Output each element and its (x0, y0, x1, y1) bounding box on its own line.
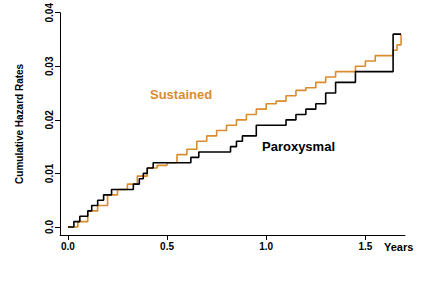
svg-text:0.02: 0.02 (44, 110, 55, 130)
svg-text:0.0: 0.0 (61, 241, 75, 252)
svg-text:1.0: 1.0 (259, 241, 273, 252)
svg-text:Paroxysmal: Paroxysmal (262, 139, 335, 154)
svg-text:0.03: 0.03 (44, 56, 55, 76)
svg-text:Years: Years (384, 241, 413, 253)
svg-text:0.04: 0.04 (44, 3, 55, 23)
svg-text:0.01: 0.01 (44, 163, 55, 183)
svg-text:1.5: 1.5 (358, 241, 372, 252)
svg-text:0.5: 0.5 (160, 241, 174, 252)
svg-text:Cumulative Hazard Rates: Cumulative Hazard Rates (14, 63, 25, 183)
svg-text:Sustained: Sustained (150, 87, 212, 102)
svg-text:0.0: 0.0 (44, 220, 55, 234)
